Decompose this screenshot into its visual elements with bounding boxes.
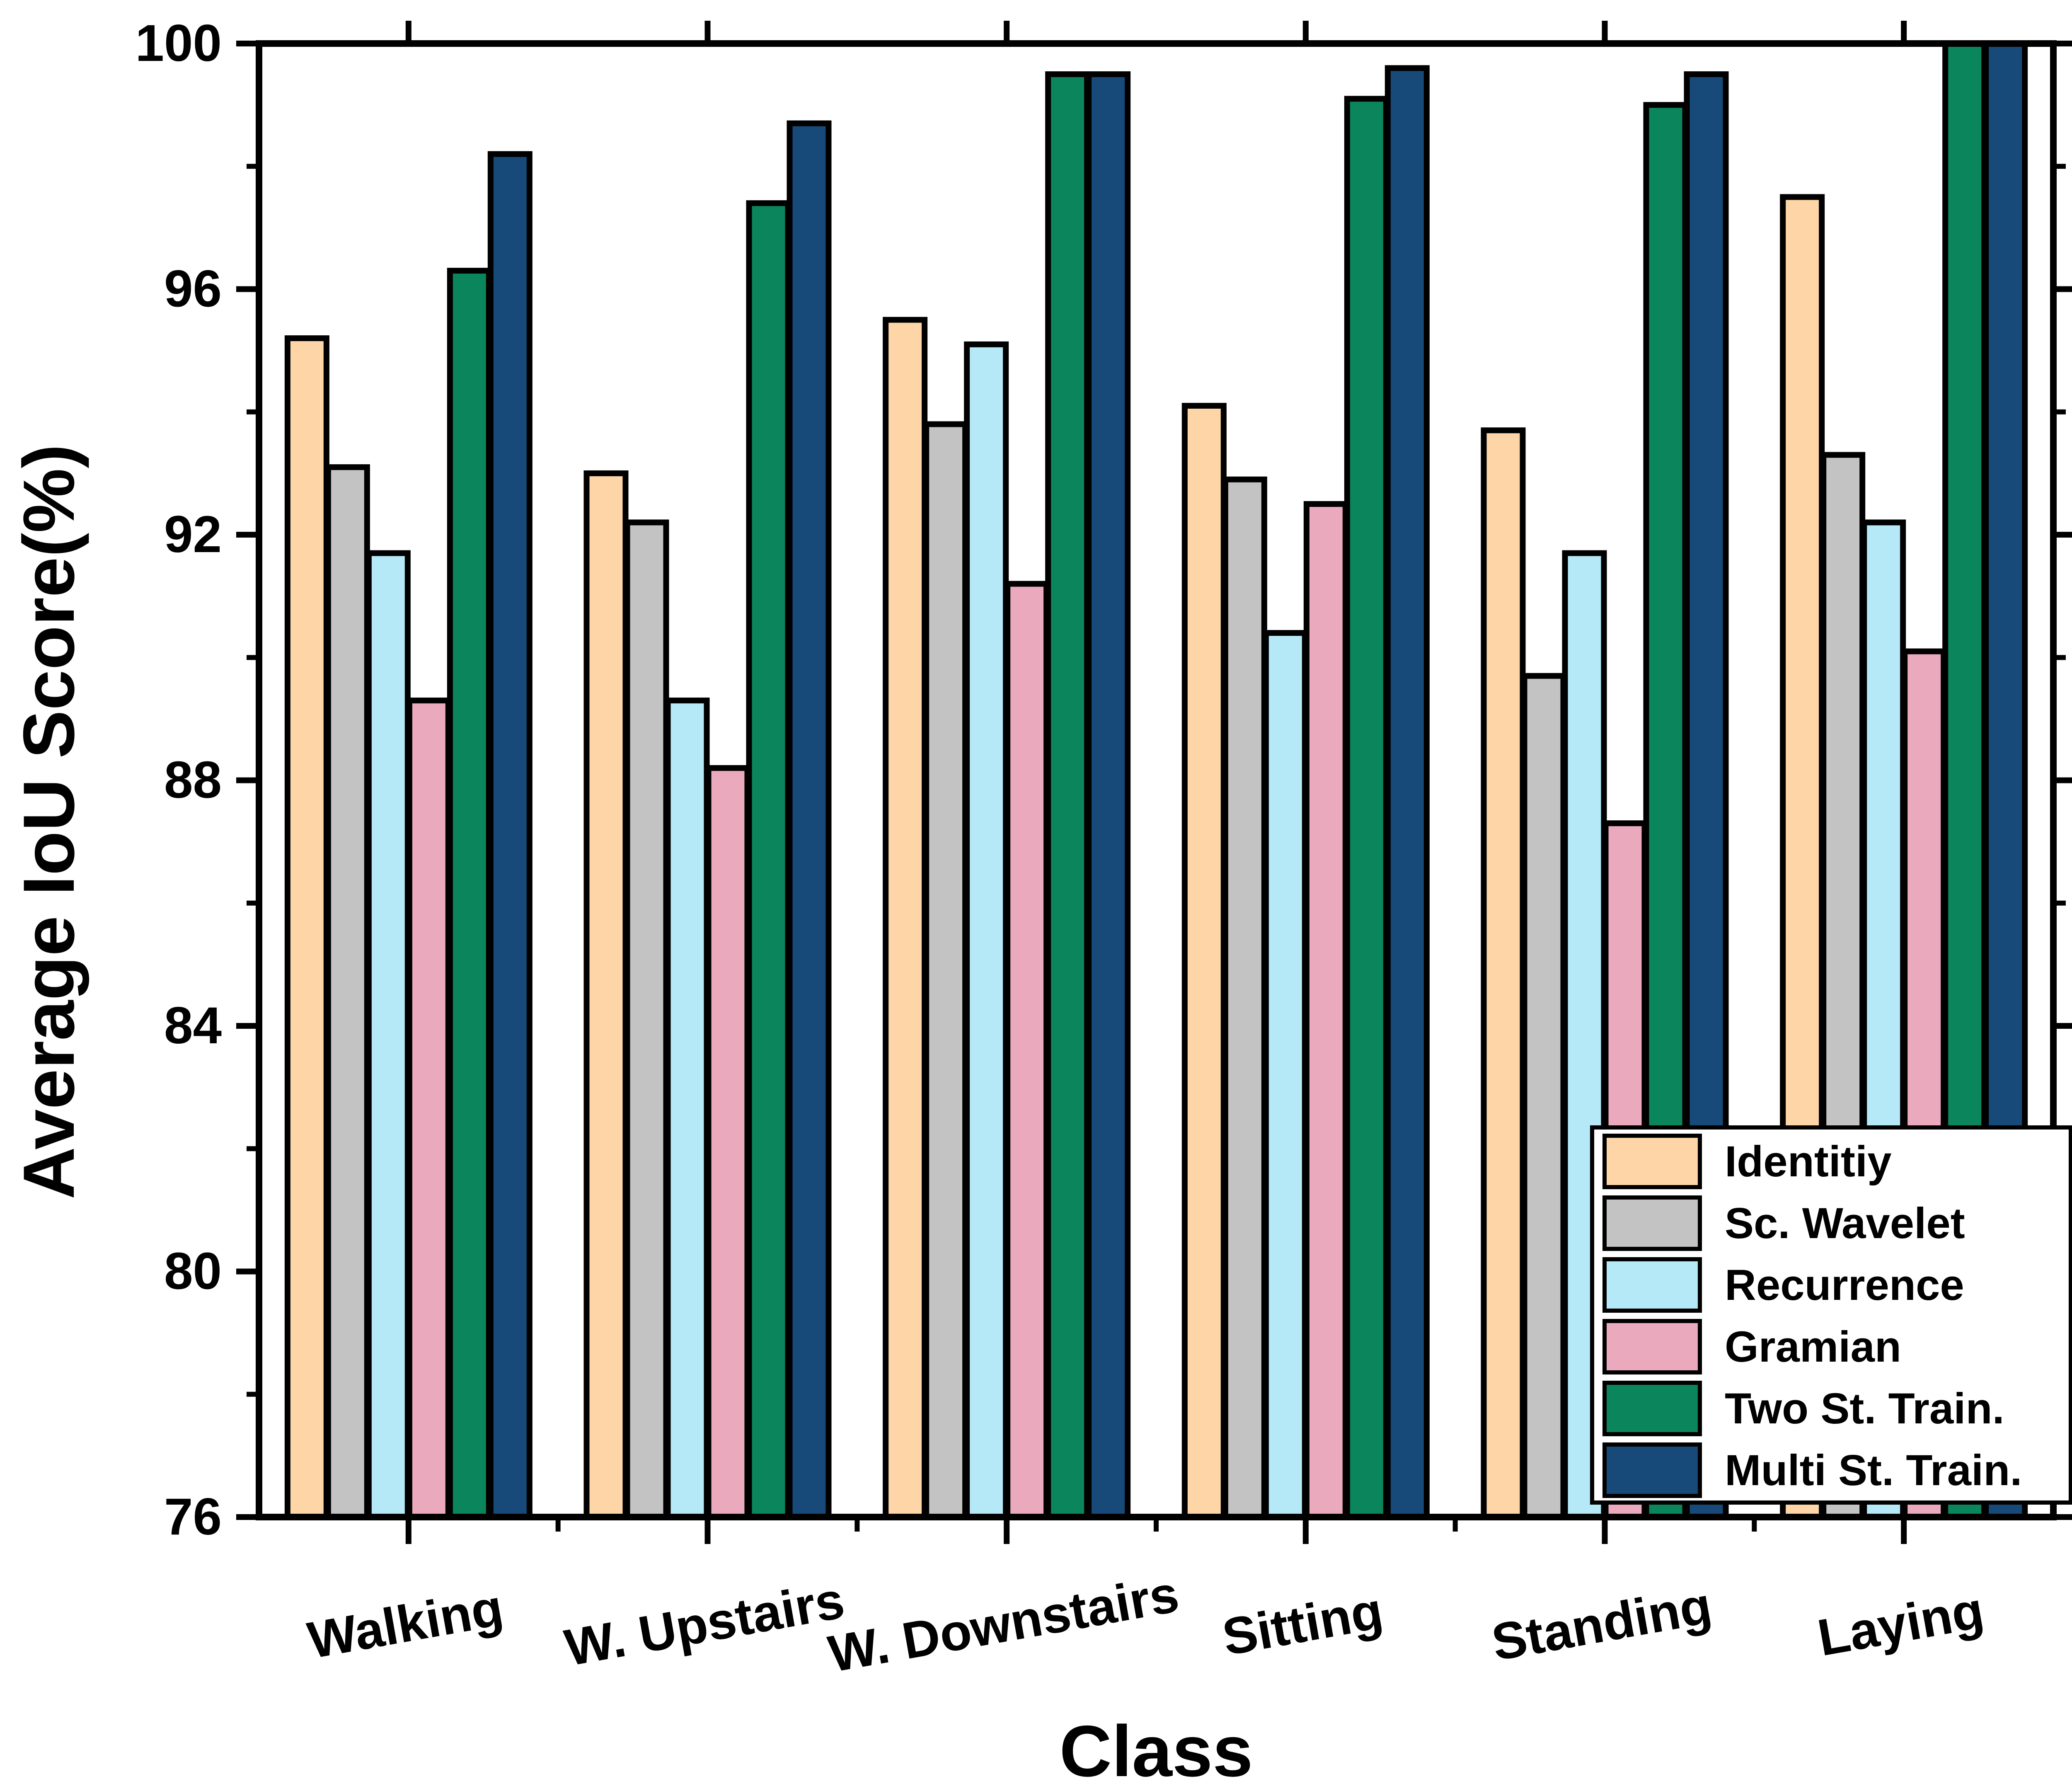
legend-box: [1590, 1125, 2072, 1505]
bar: [923, 421, 968, 1520]
x-category-label: Laying: [1813, 1581, 1988, 1667]
y-tick-label: 80: [164, 1243, 222, 1300]
bar: [705, 765, 750, 1520]
bar: [624, 519, 669, 1520]
bar: [447, 268, 492, 1520]
bar: [964, 341, 1009, 1520]
bar: [1303, 501, 1348, 1520]
y-axis-title: Average IoU Score(%): [9, 444, 90, 1200]
bar: [366, 550, 411, 1520]
legend-label: Identitiy: [1725, 1137, 1892, 1186]
bar: [1045, 71, 1090, 1520]
x-category-label: Standing: [1488, 1576, 1716, 1672]
legend: Identitiy Sc. Wavelet Recurrence Gramian Two…: [1590, 1125, 2072, 1505]
legend-label: Multi St. Train.: [1725, 1446, 2022, 1495]
bar: [665, 697, 710, 1520]
legend-label: Gramian: [1725, 1323, 1901, 1371]
legend-label: Two St. Train.: [1725, 1384, 2004, 1433]
bar: [883, 317, 928, 1520]
bar: [487, 151, 533, 1520]
bar: [284, 335, 329, 1520]
legend-swatch: [1602, 1195, 1702, 1251]
bar: [583, 470, 629, 1520]
legend-label: Sc. Wavelet: [1725, 1199, 1965, 1248]
bar: [1263, 630, 1308, 1520]
y-tick-label: 100: [135, 15, 222, 72]
bar: [746, 200, 791, 1520]
bar: [1521, 673, 1566, 1520]
legend-swatch: [1602, 1134, 1702, 1189]
x-axis-title: Class: [1060, 1711, 1253, 1784]
bar: [787, 120, 832, 1520]
bar: [1481, 427, 1526, 1520]
y-tick-label: 84: [164, 997, 222, 1054]
legend-swatch: [1602, 1319, 1702, 1374]
legend-swatch: [1602, 1257, 1702, 1313]
y-tick-label: 76: [164, 1488, 222, 1546]
legend-label: Recurrence: [1725, 1261, 1964, 1309]
bar: [1222, 476, 1267, 1520]
x-category-label: W. Upstairs: [561, 1571, 849, 1677]
bar: [325, 464, 370, 1520]
y-tick-label: 96: [164, 260, 222, 318]
axes-layer: [236, 21, 2072, 1544]
y-tick-label: 88: [164, 751, 222, 809]
bar: [1181, 402, 1227, 1520]
legend-swatch: [1602, 1381, 1702, 1436]
x-category-label: W. Downstairs: [824, 1565, 1183, 1683]
bar: [1005, 581, 1050, 1520]
bar: [406, 697, 451, 1520]
x-category-label: Walking: [304, 1578, 507, 1669]
bar: [1344, 96, 1389, 1520]
bar: [1385, 65, 1430, 1520]
bar: [1086, 71, 1131, 1520]
legend-swatch: [1602, 1442, 1702, 1498]
x-category-label: Sitting: [1218, 1582, 1387, 1666]
bar: [1562, 550, 1607, 1520]
y-tick-label: 92: [164, 506, 222, 563]
